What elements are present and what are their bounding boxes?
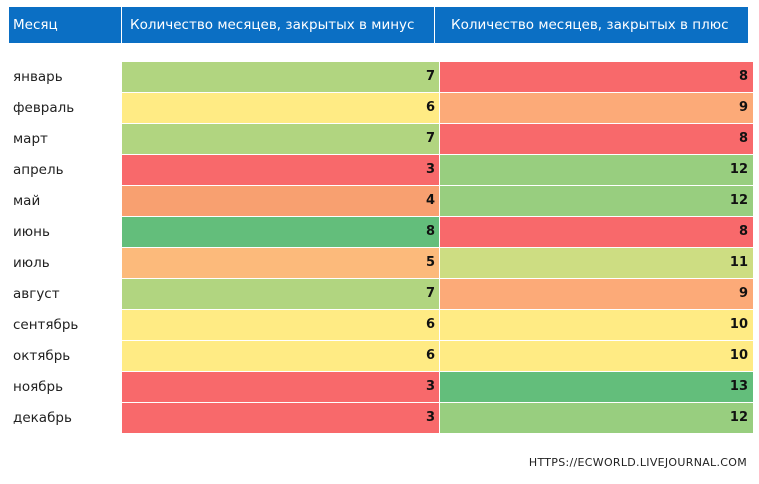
table-header: Месяц Количество месяцев, закрытых в мин… [9,7,748,43]
plus-value-cell: 12 [440,155,753,186]
plus-value-cell: 8 [440,217,753,248]
header-plus: Количество месяцев, закрытых в плюс [434,7,748,43]
table-row: июль 5 11 [9,248,753,279]
plus-value-cell: 12 [440,403,753,434]
table-row: февраль 6 9 [9,93,753,124]
table-row: июнь 8 8 [9,217,753,248]
month-label: январь [13,69,63,85]
plus-value-cell: 10 [440,310,753,341]
plus-value-cell: 10 [440,341,753,372]
month-label: май [13,193,41,209]
table-row: декабрь 3 12 [9,403,753,434]
minus-value-cell: 6 [122,93,440,124]
minus-value-cell: 4 [122,186,440,217]
plus-value-cell: 12 [440,186,753,217]
month-label: август [13,286,60,302]
month-label: июль [13,255,50,271]
plus-value-cell: 9 [440,279,753,310]
minus-value-cell: 5 [122,248,440,279]
month-label: декабрь [13,410,72,426]
minus-value-cell: 6 [122,341,440,372]
month-label: ноябрь [13,379,64,395]
minus-value-cell: 6 [122,310,440,341]
plus-value-cell: 11 [440,248,753,279]
table-row: ноябрь 3 13 [9,372,753,403]
month-label: февраль [13,100,75,116]
minus-value-cell: 8 [122,217,440,248]
minus-value-cell: 3 [122,403,440,434]
table-row: октябрь 6 10 [9,341,753,372]
header-month: Месяц [9,7,121,43]
plus-value-cell: 9 [440,93,753,124]
month-label: март [13,131,48,147]
minus-value-cell: 3 [122,372,440,403]
plus-value-cell: 8 [440,124,753,155]
minus-value-cell: 7 [122,62,440,93]
minus-value-cell: 3 [122,155,440,186]
plus-value-cell: 13 [440,372,753,403]
header-minus: Количество месяцев, закрытых в минус [121,7,434,43]
minus-value-cell: 7 [122,279,440,310]
table-row: май 4 12 [9,186,753,217]
month-label: октябрь [13,348,71,364]
month-label: сентябрь [13,317,79,333]
table-body: январь 7 8 февраль 6 9 март 7 8 апрель 3 12 май 4 12 ию… [9,62,753,434]
table-row: апрель 3 12 [9,155,753,186]
table-row: август 7 9 [9,279,753,310]
minus-value-cell: 7 [122,124,440,155]
source-url: HTTPS://ECWORLD.LIVEJOURNAL.COM [528,456,747,469]
table-row: январь 7 8 [9,62,753,93]
month-label: июнь [13,224,50,240]
plus-value-cell: 8 [440,62,753,93]
table-row: сентябрь 6 10 [9,310,753,341]
month-label: апрель [13,162,64,178]
table-row: март 7 8 [9,124,753,155]
